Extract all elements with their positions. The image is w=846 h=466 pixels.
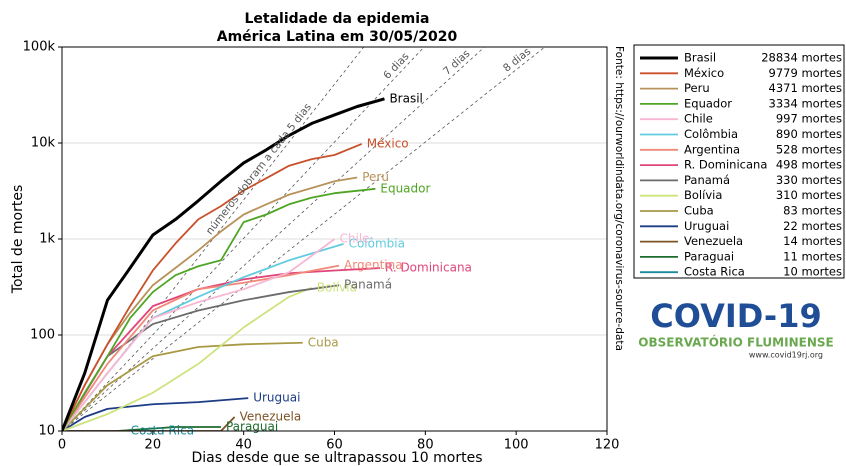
x-tick-label: 80 — [417, 438, 434, 453]
plot-frame — [61, 46, 608, 432]
series-end-label: Colômbia — [349, 236, 405, 250]
series-end-label: R. Dominicana — [385, 261, 472, 275]
legend-label: Cuba — [684, 204, 714, 218]
x-tick-label: 120 — [595, 438, 620, 453]
x-axis-label: Dias desde que se ultrapassou 10 mortes — [191, 450, 482, 466]
legend-value: 528 mortes — [776, 142, 842, 156]
series-line — [116, 426, 221, 431]
legend-label: Uruguai — [684, 219, 729, 233]
y-tick-label: 100 — [30, 328, 55, 343]
series-end-label: Brasil — [389, 91, 422, 105]
y-tick-label: 10k — [31, 136, 56, 151]
legend-value: 890 mortes — [776, 127, 842, 141]
legend-value: 9779 mortes — [769, 66, 842, 80]
y-tick-label: 10 — [38, 424, 55, 439]
series-end-label: Chile — [340, 232, 370, 246]
legend-label: Chile — [684, 112, 713, 126]
series-line — [62, 416, 236, 431]
legend-value: 11 mortes — [783, 249, 842, 263]
legend-value: 3334 mortes — [769, 96, 842, 110]
series-line — [62, 286, 313, 431]
logo-url: www.covid19rj.org — [749, 351, 823, 360]
legend-value: 83 mortes — [783, 204, 842, 218]
doubling-line — [62, 47, 485, 431]
legend-label: Brasil — [684, 51, 716, 65]
x-tick-label: 40 — [235, 438, 252, 453]
series-line — [62, 264, 340, 431]
legend-value: 997 mortes — [776, 112, 842, 126]
series-end-label: Venezuela — [240, 409, 302, 423]
legend-label: Paraguai — [684, 249, 734, 263]
legend-label: Colômbia — [684, 127, 738, 141]
series-line — [62, 143, 363, 431]
series-end-label: Argentina — [344, 258, 403, 272]
legend-label: Bolívia — [684, 188, 722, 202]
doubling-line — [62, 47, 425, 431]
legend-value: 14 mortes — [783, 234, 842, 248]
series-end-label: México — [367, 136, 409, 150]
series-end-label: Uruguai — [253, 391, 300, 405]
plot-area — [62, 47, 546, 431]
legend-label: Argentina — [684, 142, 740, 156]
x-tick-label: 100 — [504, 438, 529, 453]
legend-value: 310 mortes — [776, 188, 842, 202]
legend-value: 10 mortes — [783, 265, 842, 279]
legend-label: Equador — [684, 96, 732, 110]
series-line — [62, 341, 303, 431]
x-tick-label: 20 — [145, 438, 162, 453]
doubling-label: 6 dias — [381, 51, 411, 82]
logo-title: COVID-19 — [650, 297, 821, 335]
series-end-label: Equador — [380, 181, 430, 195]
y-tick-label: 1k — [39, 232, 55, 247]
source: Fonte: https://ourworldindata.org/corona… — [613, 46, 625, 351]
series-end-label: Cuba — [308, 335, 339, 349]
doubling-line — [62, 47, 546, 431]
legend-label: Panamá — [684, 173, 730, 187]
series-line — [62, 187, 376, 431]
legend-label: R. Dominicana — [684, 158, 767, 172]
series-line — [62, 397, 249, 431]
series-line — [62, 238, 336, 431]
legend-value: 330 mortes — [776, 173, 842, 187]
series-end-label: Paraguai — [226, 420, 278, 434]
series-line — [62, 267, 380, 431]
x-tick-label: 60 — [326, 438, 343, 453]
legend-value: 28834 mortes — [761, 51, 842, 65]
chart-title: Letalidade da epidemia — [244, 11, 429, 27]
legend-value: 22 mortes — [783, 219, 842, 233]
legend-label: Peru — [684, 81, 710, 95]
y-axis-label: Total de mortes — [10, 185, 26, 294]
series-end-label: Bolívia — [317, 280, 357, 294]
x-tick-label: 0 — [58, 438, 66, 453]
legend-label: Costa Rica — [684, 265, 745, 279]
series-end-label: Peru — [362, 170, 389, 184]
y-tick-label: 100k — [23, 40, 56, 55]
chart-subtitle: América Latina em 30/05/2020 — [217, 29, 458, 45]
legend-value: 4371 mortes — [769, 81, 842, 95]
legend-value: 498 mortes — [776, 158, 842, 172]
legend-label: Venezuela — [684, 234, 743, 248]
logo-subtitle: OBSERVATÓRIO FLUMINENSE — [638, 335, 833, 350]
series-end-label: Panamá — [344, 278, 392, 292]
legend-box — [633, 44, 845, 279]
series-line — [62, 97, 385, 431]
legend-label: México — [684, 66, 724, 80]
